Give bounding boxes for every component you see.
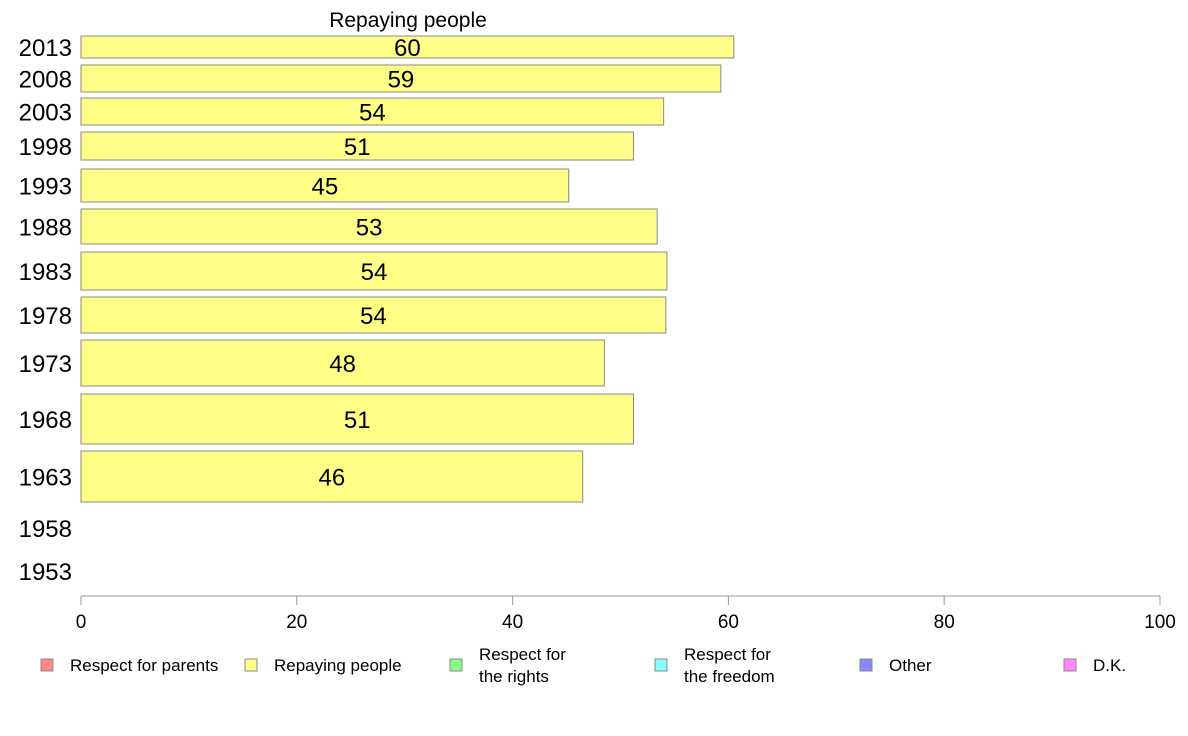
legend-swatch [449,658,463,672]
bar [80,35,735,59]
legend-swatch [40,658,54,672]
legend-label: Repaying people [274,656,402,675]
legend-label: Respect for the freedom [684,645,775,686]
x-tick-label: 40 [502,612,523,633]
year-label: 2003 [19,100,72,127]
bar-value-label: 51 [344,407,371,434]
legend-item: Respect for the rights [449,645,566,686]
x-tick-label: 100 [1144,612,1176,633]
legend-item: D.K. [1063,656,1126,675]
legend-swatch [654,658,668,672]
year-label: 1968 [19,407,72,434]
legend-swatch [859,658,873,672]
legend-item: Respect for parents [40,656,218,675]
bar [80,393,634,445]
year-label: 1998 [19,134,72,161]
bar [80,251,668,291]
legend-label: D.K. [1093,656,1126,675]
bar-value-label: 48 [329,351,356,378]
x-tick-label: 60 [718,612,739,633]
bar [80,97,665,126]
x-axis: 0 20 40 60 80 100 [76,595,1176,633]
legend-swatch [1063,658,1077,672]
bar [80,131,634,161]
year-label: 1988 [19,215,72,242]
bar-value-label: 51 [344,134,371,161]
year-label: 2013 [19,35,72,62]
legend-item: Respect for the freedom [654,645,775,686]
bar [80,450,584,503]
bar [80,64,722,93]
bar-value-label: 54 [360,303,387,330]
bar-value-label: 45 [312,174,339,201]
year-label: 2008 [19,67,72,94]
bar-value-label: 54 [359,100,386,127]
year-label: 1953 [19,559,72,586]
x-tick-label: 20 [286,612,307,633]
year-label: 1958 [19,516,72,543]
year-label: 1978 [19,303,72,330]
legend-label: Other [889,656,932,675]
year-label: 1983 [19,259,72,286]
legend-item: Repaying people [244,656,402,675]
bar [80,296,667,334]
legend-item: Other [859,656,932,675]
legend-label: Respect for the rights [479,645,566,686]
x-tick-label: 0 [76,612,87,633]
bar-value-label: 59 [388,67,415,94]
year-label: 1973 [19,351,72,378]
legend-label: Respect for parents [70,656,218,675]
legend-swatch [244,658,258,672]
bar-value-label: 60 [394,35,421,62]
bar [80,339,605,387]
bar-group: 2013 60 2008 59 2003 54 1998 51 1993 45 1988 53 1983… [19,35,735,586]
bar-value-label: 54 [361,259,388,286]
bar [80,208,658,245]
bar-value-label: 53 [356,215,383,242]
bar [80,168,570,203]
legend: Respect for parents Repaying people Respec… [40,645,1126,686]
bar-value-label: 46 [319,465,346,492]
x-tick-label: 80 [934,612,955,633]
year-label: 1963 [19,465,72,492]
year-label: 1993 [19,174,72,201]
chart-title: Repaying people [329,9,487,32]
